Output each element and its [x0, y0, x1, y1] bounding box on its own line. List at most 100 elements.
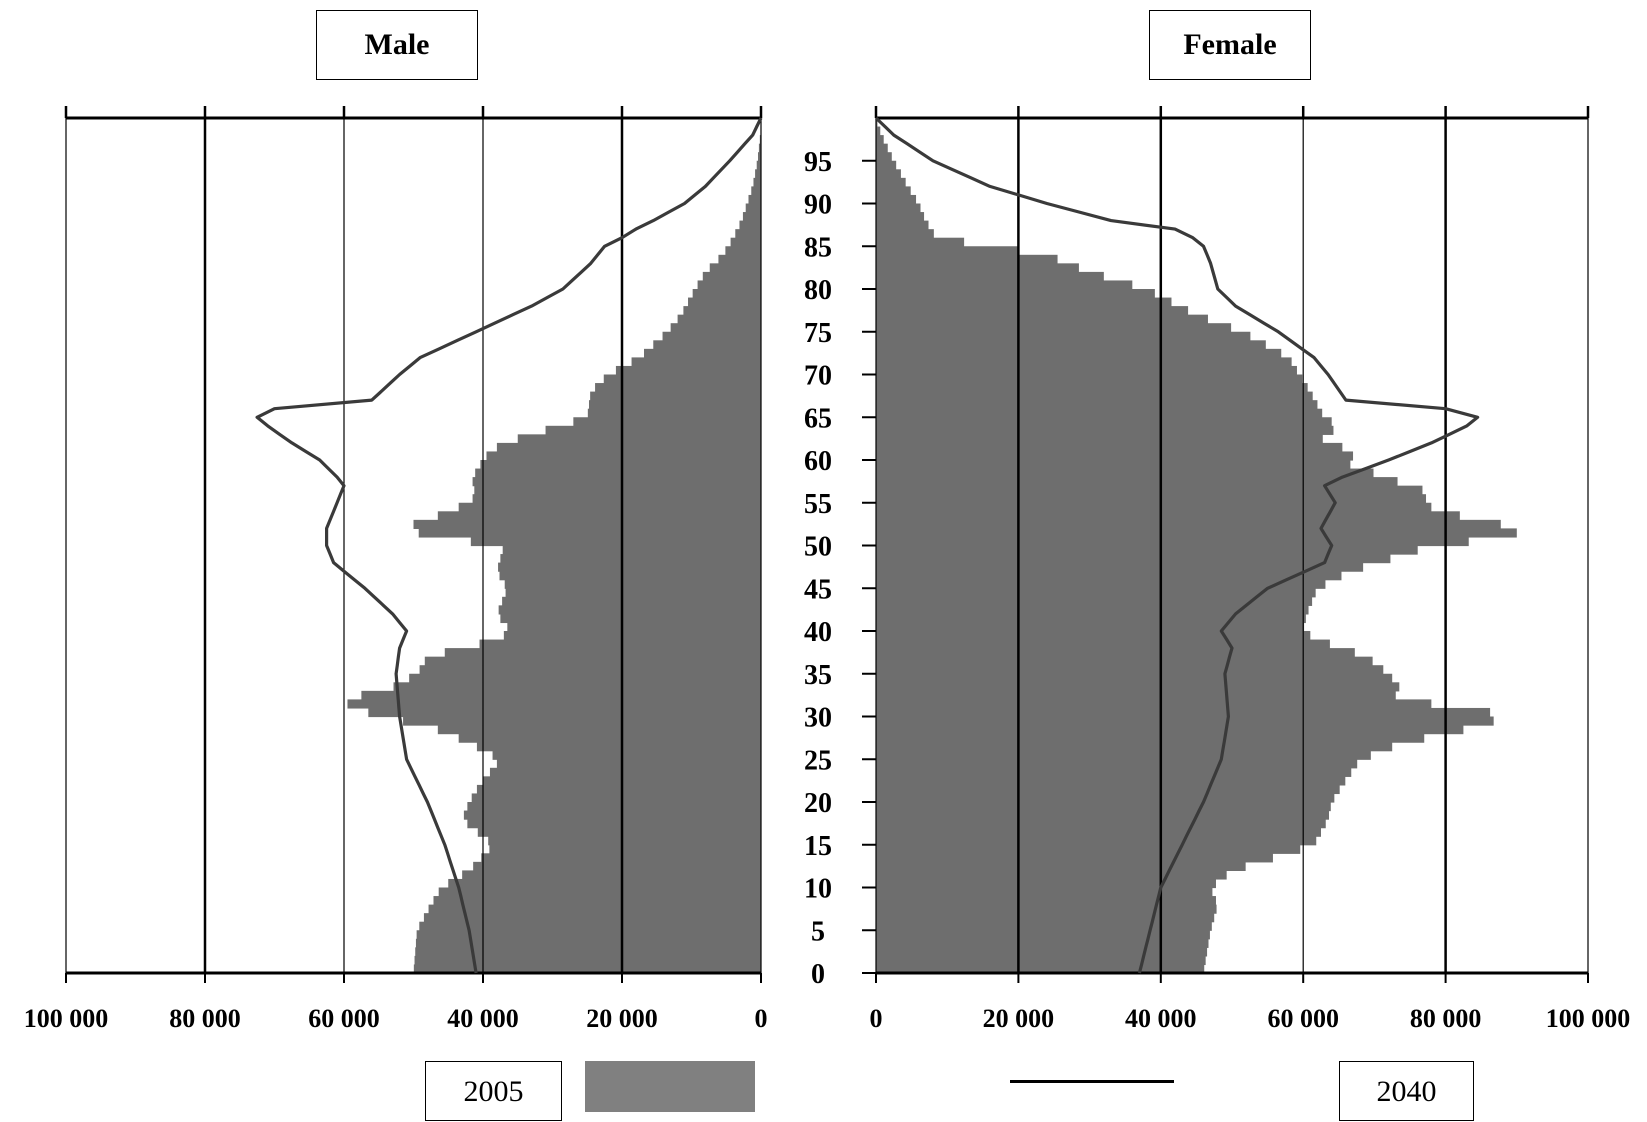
- female-bar-age-90: [876, 195, 916, 204]
- female-bar-age-17: [876, 819, 1326, 828]
- female-bar-age-80: [876, 280, 1132, 289]
- female-bar-age-29: [876, 717, 1494, 726]
- male-bar-age-79: [693, 289, 761, 298]
- female-bar-age-82: [876, 263, 1079, 272]
- female-bar-age-52: [876, 520, 1501, 529]
- male-bar-age-34: [409, 674, 761, 683]
- male-bar-age-94: [757, 161, 761, 170]
- male-bar-age-12: [473, 862, 761, 871]
- female-bar-age-69: [876, 375, 1302, 384]
- male-bar-age-6: [424, 913, 761, 922]
- female-bar-age-88: [876, 212, 924, 221]
- male-bar-age-30: [368, 708, 761, 717]
- male-bar-age-5: [419, 922, 761, 931]
- female-bar-age-8: [876, 896, 1216, 905]
- female-bar-age-39: [876, 631, 1310, 640]
- male-bar-age-85: [731, 238, 761, 247]
- age-tick-label: 50: [804, 532, 832, 563]
- male-bar-age-70: [616, 366, 761, 375]
- female-bar-age-60: [876, 451, 1353, 460]
- female-bar-age-51: [876, 528, 1517, 537]
- male-bar-age-16: [478, 828, 761, 837]
- male-bar-age-84: [725, 246, 761, 255]
- male-bar-age-62: [518, 434, 761, 443]
- female-bar-age-48: [876, 554, 1390, 563]
- male-bar-age-44: [506, 588, 761, 597]
- female-bar-age-89: [876, 204, 921, 213]
- male-x-tick-label: 80 000: [169, 1004, 241, 1033]
- female-bar-age-47: [876, 563, 1363, 572]
- male-bar-age-76: [678, 315, 761, 324]
- male-bar-age-72: [644, 349, 761, 358]
- female-x-tick-label: 40 000: [1125, 1004, 1197, 1033]
- female-bar-age-91: [876, 186, 911, 195]
- female-bar-age-36: [876, 657, 1373, 666]
- female-bar-age-72: [876, 349, 1281, 358]
- age-tick-label: 65: [804, 403, 832, 434]
- male-bar-age-69: [604, 375, 761, 384]
- female-bar-age-73: [876, 340, 1266, 349]
- male-bar-age-2: [415, 947, 761, 956]
- female-bar-age-87: [876, 221, 929, 230]
- male-bar-age-81: [703, 272, 761, 281]
- male-bar-age-93: [755, 169, 761, 178]
- male-bar-age-60: [486, 451, 761, 460]
- female-bar-age-27: [876, 734, 1424, 743]
- female-bar-age-71: [876, 357, 1292, 366]
- female-bar-age-68: [876, 383, 1308, 392]
- male-bar-age-39: [504, 631, 761, 640]
- female-bar-age-13: [876, 853, 1273, 862]
- female-bar-age-12: [876, 862, 1246, 871]
- female-bar-age-19: [876, 802, 1331, 811]
- female-bar-age-22: [876, 776, 1345, 785]
- male-bar-age-48: [500, 554, 761, 563]
- age-tick-label: 0: [811, 959, 825, 990]
- female-bar-age-23: [876, 768, 1351, 777]
- male-bar-age-55: [473, 494, 761, 503]
- female-bar-age-70: [876, 366, 1297, 375]
- female-bar-age-46: [876, 571, 1341, 580]
- female-x-tick-label: 60 000: [1267, 1004, 1339, 1033]
- male-bar-age-68: [595, 383, 761, 392]
- male-bar-age-80: [698, 280, 761, 289]
- male-bar-age-49: [503, 546, 761, 555]
- male-bar-age-86: [735, 229, 761, 238]
- female-bar-age-56: [876, 486, 1422, 495]
- age-tick-label: 95: [804, 147, 832, 178]
- male-bar-age-89: [746, 204, 761, 213]
- female-bar-age-92: [876, 178, 906, 187]
- male-bar-age-35: [420, 665, 761, 674]
- age-tick-label: 80: [804, 275, 832, 306]
- male-bar-age-1: [415, 956, 761, 965]
- male-bar-age-58: [475, 469, 761, 478]
- male-bar-age-73: [653, 340, 761, 349]
- male-bar-age-23: [490, 768, 761, 777]
- female-bar-age-34: [876, 674, 1392, 683]
- female-bar-age-64: [876, 417, 1332, 426]
- female-bar-age-61: [876, 443, 1342, 452]
- female-bar-age-7: [876, 905, 1217, 914]
- female-bar-age-67: [876, 392, 1313, 401]
- male-bar-age-41: [500, 614, 761, 623]
- female-x-tick-label: 20 000: [983, 1004, 1055, 1033]
- male-bar-age-17: [467, 819, 761, 828]
- female-bar-age-55: [876, 494, 1426, 503]
- female-x-tick-label: 100 000: [1546, 1004, 1631, 1033]
- female-bar-age-81: [876, 272, 1104, 281]
- male-bar-age-45: [505, 580, 761, 589]
- female-bar-age-98: [876, 127, 880, 136]
- male-bar-age-92: [753, 178, 761, 187]
- male-bar-age-24: [497, 759, 761, 768]
- age-tick-label: 75: [804, 318, 832, 349]
- female-bar-age-95: [876, 152, 892, 161]
- female-bar-age-41: [876, 614, 1306, 623]
- female-bar-age-16: [876, 828, 1321, 837]
- female-bar-age-65: [876, 409, 1322, 418]
- female-bar-age-28: [876, 725, 1463, 734]
- male-bar-age-15: [488, 836, 761, 845]
- female-bar-age-53: [876, 511, 1460, 520]
- male-bar-age-51: [419, 528, 761, 537]
